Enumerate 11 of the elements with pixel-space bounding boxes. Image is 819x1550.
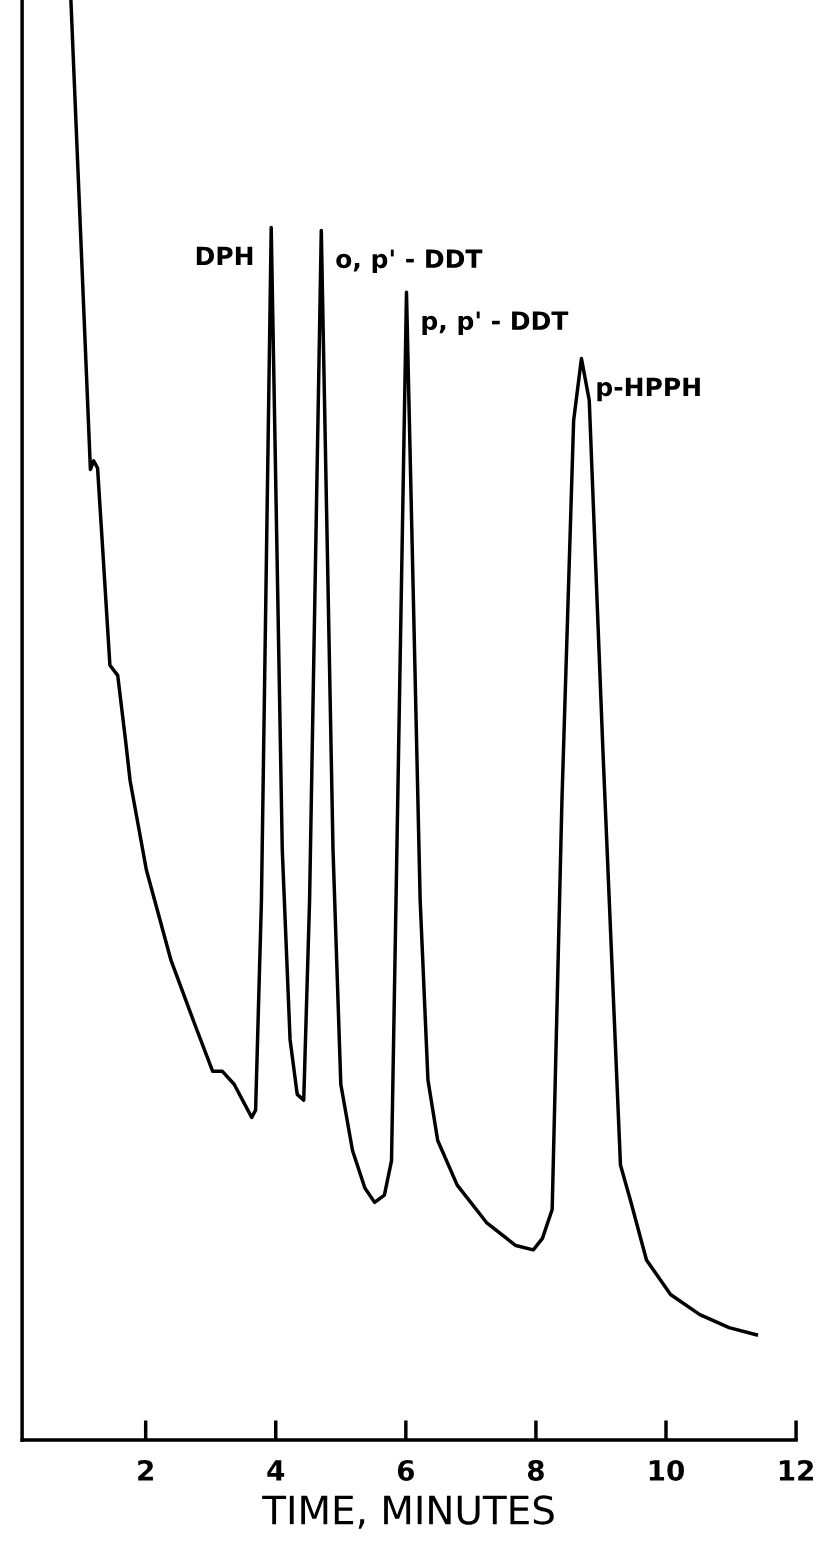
x-tick-label: 10 bbox=[649, 1459, 684, 1481]
x-tick-label: 6 bbox=[397, 1459, 415, 1481]
x-tick-label: 4 bbox=[267, 1460, 285, 1481]
x-tick-label: 12 bbox=[779, 1459, 813, 1481]
x-axis-title: TIME, MINUTES bbox=[262, 1495, 554, 1529]
x-tick-label: 8 bbox=[527, 1459, 544, 1481]
x-tick-label: 2 bbox=[138, 1459, 153, 1481]
annotation: p-HPPH bbox=[597, 377, 700, 402]
annotation: o, p' - DDT bbox=[336, 249, 483, 274]
annotation: DPH bbox=[196, 246, 253, 265]
annotation: p, p' - DDT bbox=[422, 311, 569, 335]
